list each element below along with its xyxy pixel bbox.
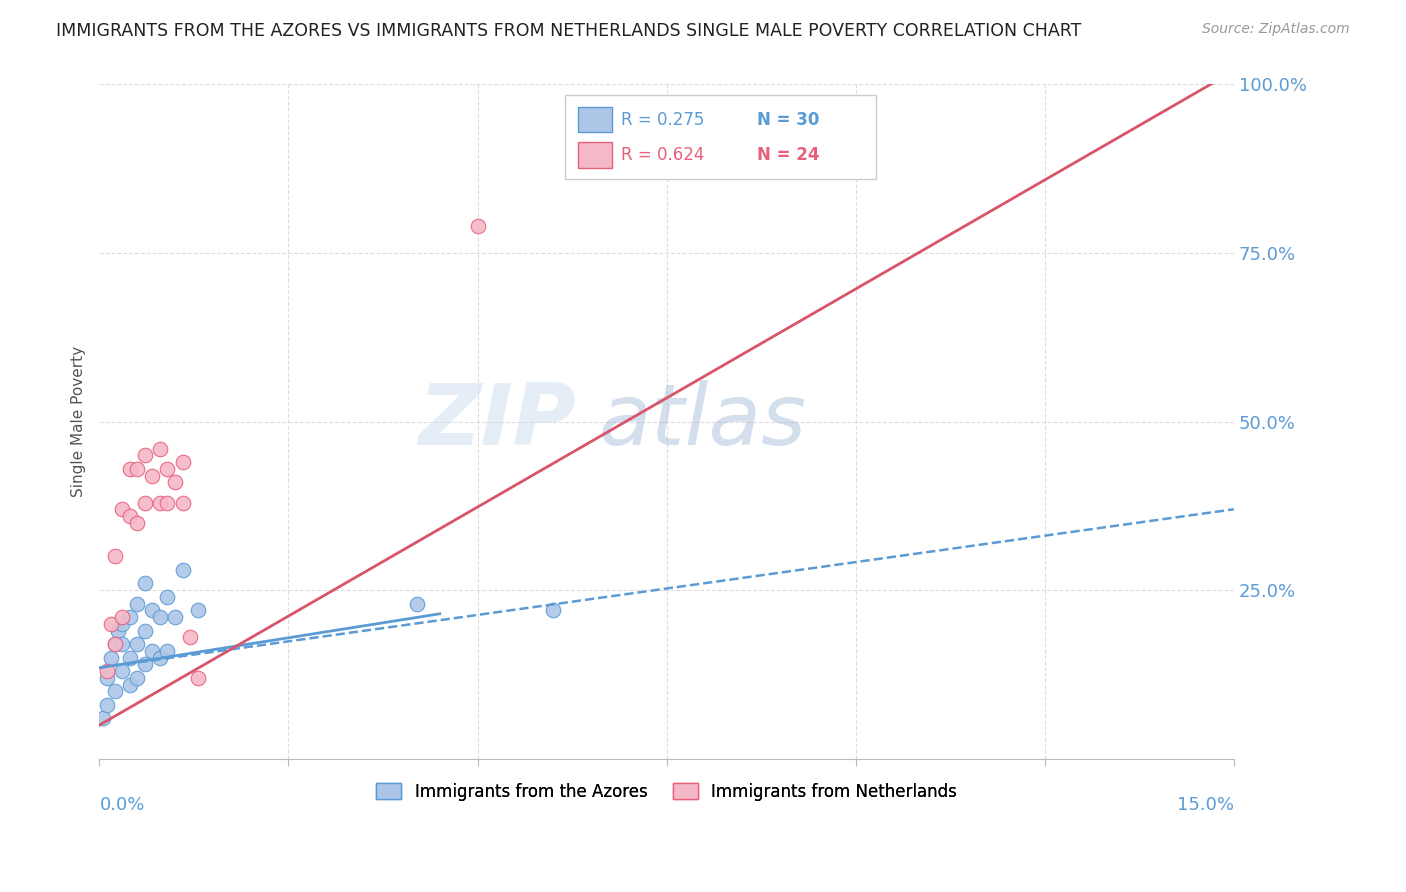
Point bbox=[103, 549, 125, 564]
Point bbox=[149, 442, 172, 456]
Point bbox=[467, 219, 489, 233]
Point bbox=[406, 597, 429, 611]
FancyBboxPatch shape bbox=[565, 95, 876, 179]
Point bbox=[845, 125, 868, 139]
Point bbox=[156, 495, 179, 509]
Point bbox=[103, 637, 125, 651]
Point bbox=[96, 671, 118, 685]
Point bbox=[134, 495, 156, 509]
Point bbox=[172, 495, 194, 509]
Point bbox=[134, 576, 156, 591]
Text: N = 24: N = 24 bbox=[758, 146, 820, 164]
Point bbox=[127, 637, 149, 651]
Point bbox=[127, 516, 149, 530]
Point bbox=[149, 610, 172, 624]
Text: R = 0.275: R = 0.275 bbox=[621, 111, 704, 128]
Point bbox=[172, 455, 194, 469]
Point bbox=[96, 698, 118, 712]
Point bbox=[187, 671, 209, 685]
Point bbox=[118, 610, 141, 624]
Point bbox=[111, 664, 134, 678]
Text: R = 0.624: R = 0.624 bbox=[621, 146, 704, 164]
Point bbox=[118, 462, 141, 476]
Point bbox=[107, 624, 129, 638]
Point bbox=[165, 610, 187, 624]
Point bbox=[127, 462, 149, 476]
FancyBboxPatch shape bbox=[578, 107, 612, 132]
Text: N = 30: N = 30 bbox=[758, 111, 820, 128]
Text: 0.0%: 0.0% bbox=[100, 796, 145, 814]
Point bbox=[111, 610, 134, 624]
FancyBboxPatch shape bbox=[578, 143, 612, 168]
Point bbox=[149, 495, 172, 509]
Point bbox=[165, 475, 187, 490]
Point bbox=[111, 616, 134, 631]
Point bbox=[179, 631, 201, 645]
Point bbox=[141, 644, 163, 658]
Point bbox=[127, 671, 149, 685]
Text: ZIP: ZIP bbox=[418, 380, 576, 463]
Point bbox=[156, 590, 179, 604]
Point bbox=[118, 508, 141, 523]
Point bbox=[118, 650, 141, 665]
Point bbox=[134, 624, 156, 638]
Point bbox=[141, 468, 163, 483]
Point bbox=[187, 603, 209, 617]
Text: 15.0%: 15.0% bbox=[1177, 796, 1234, 814]
Point bbox=[111, 502, 134, 516]
Point bbox=[111, 637, 134, 651]
Point bbox=[103, 684, 125, 698]
Point bbox=[149, 650, 172, 665]
Text: IMMIGRANTS FROM THE AZORES VS IMMIGRANTS FROM NETHERLANDS SINGLE MALE POVERTY CO: IMMIGRANTS FROM THE AZORES VS IMMIGRANTS… bbox=[56, 22, 1081, 40]
Point bbox=[156, 462, 179, 476]
Point bbox=[134, 657, 156, 672]
Y-axis label: Single Male Poverty: Single Male Poverty bbox=[72, 346, 86, 497]
Point bbox=[100, 616, 122, 631]
Point bbox=[134, 448, 156, 462]
Point bbox=[103, 637, 125, 651]
Point bbox=[96, 664, 118, 678]
Point bbox=[541, 603, 564, 617]
Text: atlas: atlas bbox=[599, 380, 807, 463]
Point bbox=[91, 711, 114, 725]
Point bbox=[127, 597, 149, 611]
Point bbox=[118, 677, 141, 691]
Point bbox=[172, 563, 194, 577]
Point bbox=[100, 650, 122, 665]
Point bbox=[141, 603, 163, 617]
Point bbox=[156, 644, 179, 658]
Legend: Immigrants from the Azores, Immigrants from Netherlands: Immigrants from the Azores, Immigrants f… bbox=[370, 776, 963, 808]
Text: Source: ZipAtlas.com: Source: ZipAtlas.com bbox=[1202, 22, 1350, 37]
